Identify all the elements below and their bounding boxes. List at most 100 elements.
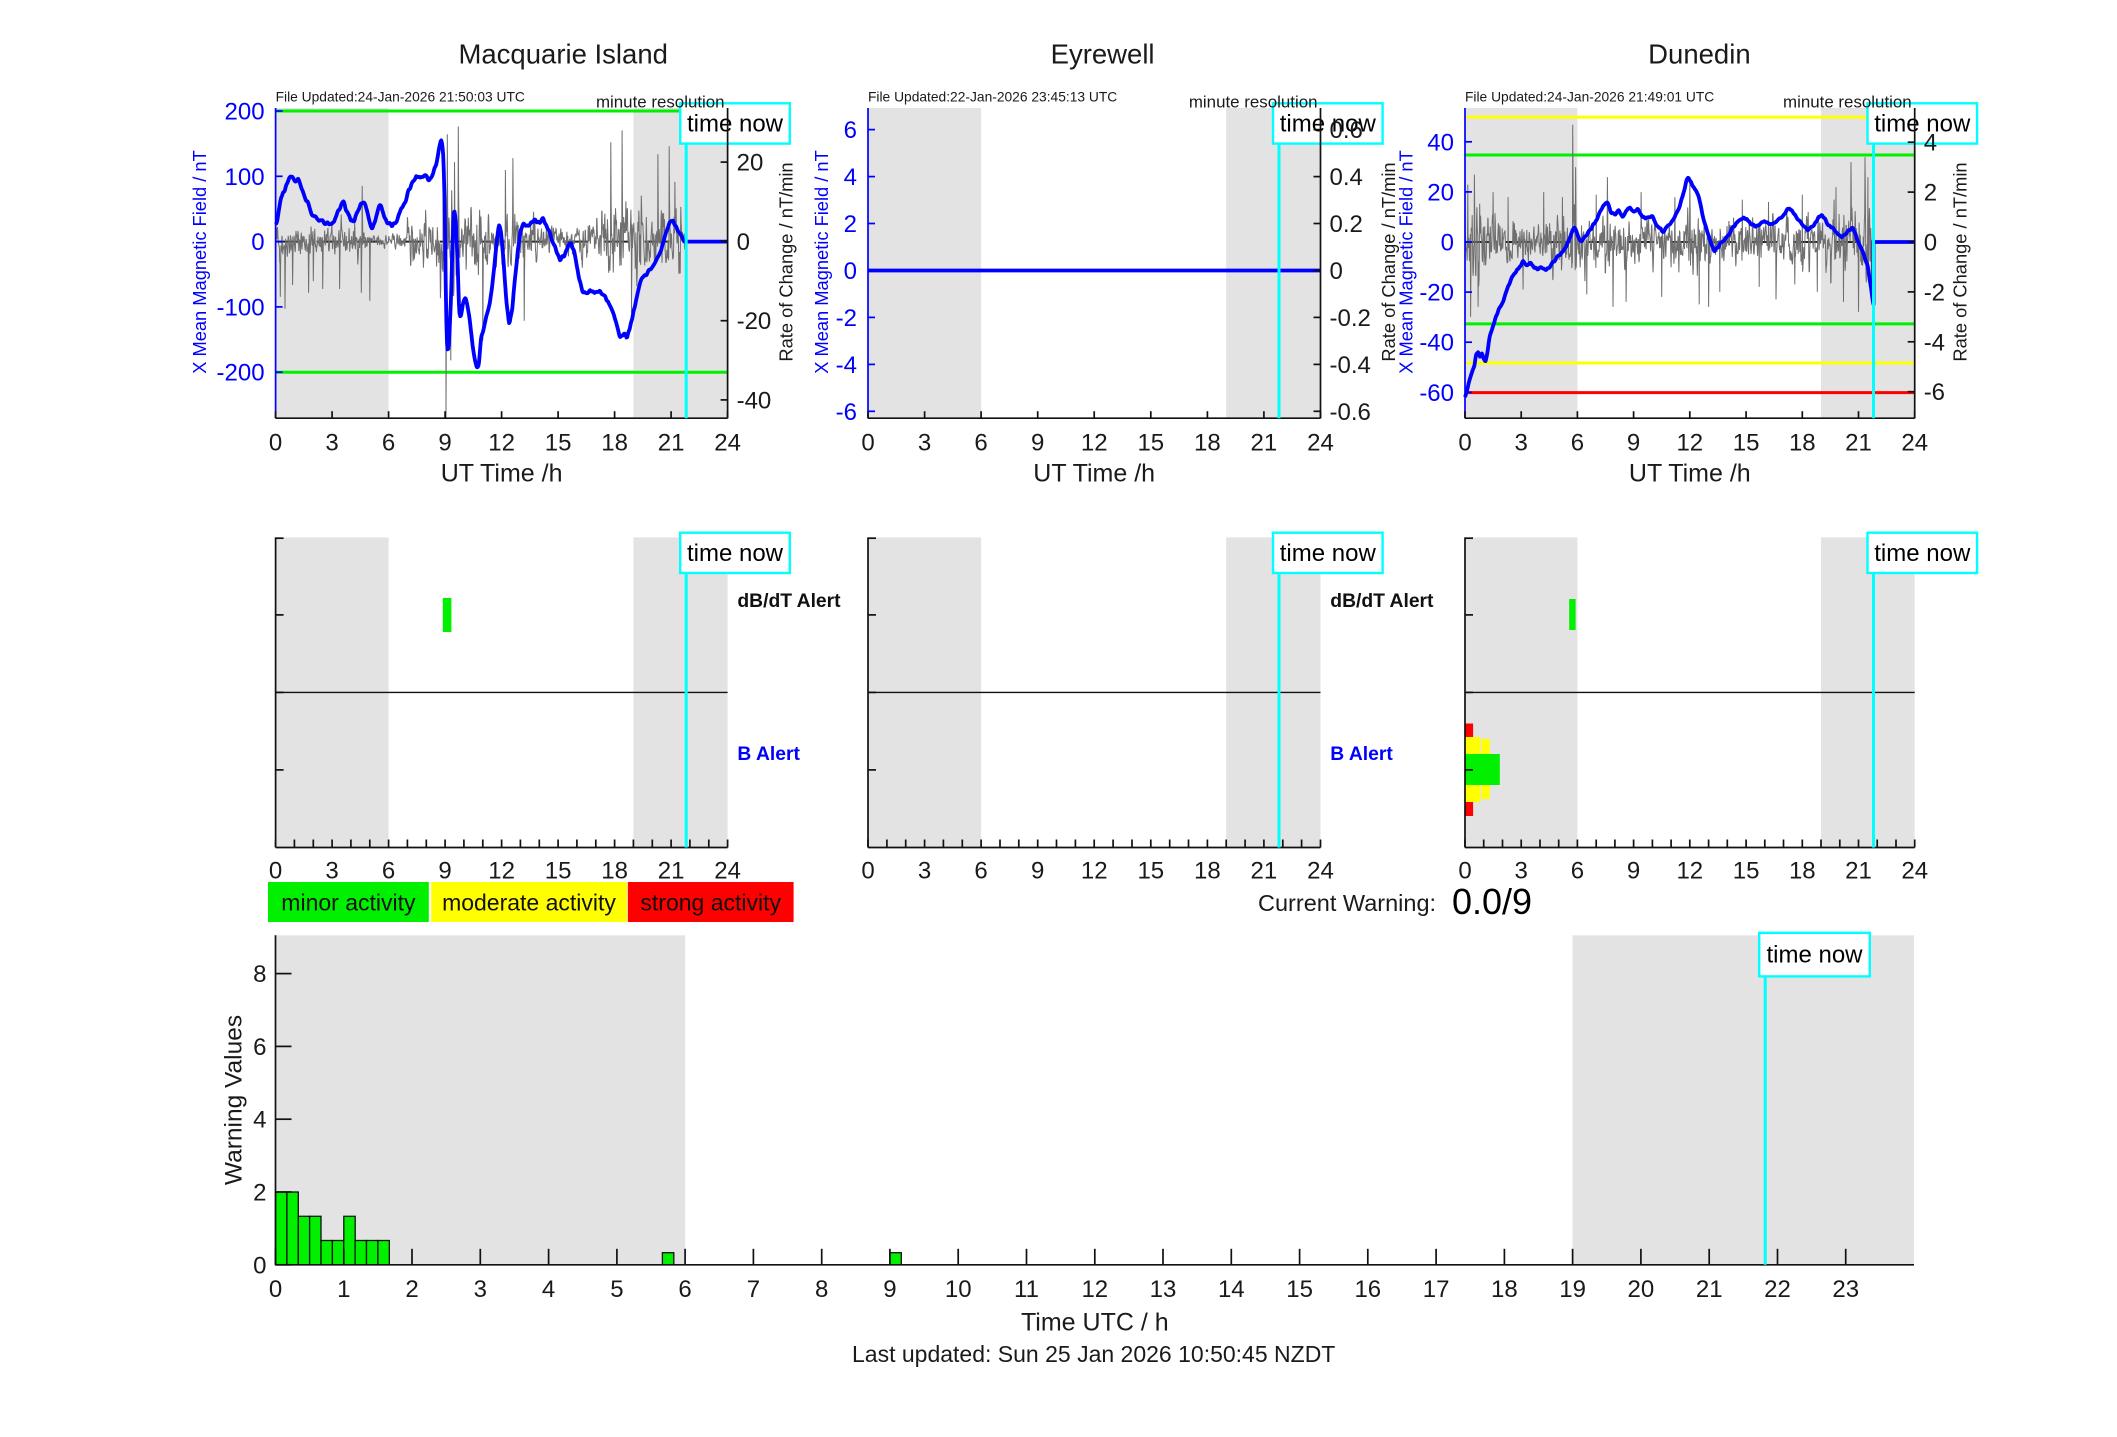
svg-text:12: 12 bbox=[1081, 858, 1108, 885]
svg-text:X Mean Magnetic Field / nT: X Mean Magnetic Field / nT bbox=[189, 150, 210, 374]
svg-text:0.6: 0.6 bbox=[1330, 117, 1363, 144]
svg-text:-2: -2 bbox=[1924, 279, 1945, 306]
svg-text:Rate of Change / nT/min: Rate of Change / nT/min bbox=[1378, 162, 1399, 361]
svg-text:0: 0 bbox=[1330, 258, 1343, 285]
svg-text:0: 0 bbox=[844, 258, 857, 285]
svg-text:6: 6 bbox=[1571, 430, 1584, 457]
svg-text:Warning Values: Warning Values bbox=[221, 1015, 248, 1185]
svg-text:File Updated:24-Jan-2026 21:49: File Updated:24-Jan-2026 21:49:01 UTC bbox=[1465, 89, 1714, 104]
svg-text:6: 6 bbox=[382, 858, 395, 885]
svg-text:15: 15 bbox=[1733, 430, 1760, 457]
svg-text:-4: -4 bbox=[1924, 329, 1945, 356]
svg-text:0: 0 bbox=[253, 1252, 266, 1279]
svg-text:24: 24 bbox=[1901, 858, 1928, 885]
svg-text:8: 8 bbox=[815, 1276, 828, 1303]
svg-text:13: 13 bbox=[1150, 1276, 1177, 1303]
svg-text:dB/dT Alert: dB/dT Alert bbox=[1330, 591, 1434, 612]
svg-text:24: 24 bbox=[1307, 430, 1334, 457]
svg-text:11: 11 bbox=[1014, 1276, 1039, 1303]
svg-text:200: 200 bbox=[225, 99, 265, 126]
svg-text:12: 12 bbox=[1676, 858, 1703, 885]
svg-text:Macquarie Island: Macquarie Island bbox=[458, 39, 667, 70]
svg-text:18: 18 bbox=[601, 858, 628, 885]
svg-text:minor activity: minor activity bbox=[281, 890, 416, 916]
svg-text:0.0/9: 0.0/9 bbox=[1452, 881, 1532, 922]
svg-text:2: 2 bbox=[1924, 180, 1937, 207]
svg-text:9: 9 bbox=[883, 1276, 896, 1303]
svg-text:B Alert: B Alert bbox=[737, 744, 800, 765]
svg-text:0: 0 bbox=[737, 229, 750, 256]
svg-text:4: 4 bbox=[1924, 130, 1937, 157]
svg-text:12: 12 bbox=[1081, 1276, 1108, 1303]
svg-text:2: 2 bbox=[844, 211, 857, 238]
svg-text:21: 21 bbox=[1845, 858, 1872, 885]
svg-text:strong activity: strong activity bbox=[640, 890, 781, 916]
svg-text:Rate of Change / nT/min: Rate of Change / nT/min bbox=[1950, 162, 1971, 361]
svg-text:19: 19 bbox=[1559, 1276, 1586, 1303]
svg-text:time now: time now bbox=[687, 111, 784, 138]
svg-text:21: 21 bbox=[1251, 858, 1278, 885]
svg-text:File Updated:22-Jan-2026 23:45: File Updated:22-Jan-2026 23:45:13 UTC bbox=[868, 89, 1117, 104]
svg-text:-40: -40 bbox=[737, 387, 772, 414]
svg-text:24: 24 bbox=[1307, 858, 1334, 885]
svg-text:17: 17 bbox=[1423, 1276, 1450, 1303]
svg-text:22: 22 bbox=[1764, 1276, 1791, 1303]
svg-text:-0.2: -0.2 bbox=[1330, 305, 1371, 332]
svg-text:18: 18 bbox=[1789, 858, 1816, 885]
svg-text:4: 4 bbox=[844, 164, 857, 191]
svg-text:-200: -200 bbox=[217, 360, 265, 387]
svg-text:0: 0 bbox=[269, 858, 282, 885]
svg-text:-100: -100 bbox=[217, 294, 265, 321]
svg-text:-6: -6 bbox=[836, 399, 857, 426]
svg-text:24: 24 bbox=[1901, 430, 1928, 457]
svg-text:-60: -60 bbox=[1419, 380, 1454, 407]
svg-text:0: 0 bbox=[861, 858, 874, 885]
svg-text:-2: -2 bbox=[836, 305, 857, 332]
svg-text:UT Time /h: UT Time /h bbox=[1033, 460, 1155, 488]
svg-text:0: 0 bbox=[1458, 430, 1471, 457]
svg-text:UT Time /h: UT Time /h bbox=[441, 460, 563, 488]
svg-text:12: 12 bbox=[1081, 430, 1108, 457]
svg-text:-0.6: -0.6 bbox=[1330, 399, 1371, 426]
svg-text:21: 21 bbox=[1845, 430, 1872, 457]
svg-text:Rate of Change / nT/min: Rate of Change / nT/min bbox=[775, 162, 796, 361]
svg-text:24: 24 bbox=[714, 430, 741, 457]
svg-text:Last updated: Sun 25 Jan 2026: Last updated: Sun 25 Jan 2026 10:50:45 N… bbox=[852, 1341, 1335, 1367]
svg-text:14: 14 bbox=[1218, 1276, 1245, 1303]
svg-text:21: 21 bbox=[1696, 1276, 1723, 1303]
svg-text:1: 1 bbox=[337, 1276, 350, 1303]
svg-text:minute resolution: minute resolution bbox=[1783, 93, 1912, 112]
svg-text:12: 12 bbox=[488, 858, 515, 885]
svg-text:3: 3 bbox=[1515, 430, 1528, 457]
svg-text:0: 0 bbox=[861, 430, 874, 457]
svg-text:2: 2 bbox=[405, 1276, 418, 1303]
svg-text:-20: -20 bbox=[737, 308, 772, 335]
svg-text:-6: -6 bbox=[1924, 379, 1945, 406]
svg-text:15: 15 bbox=[1733, 858, 1760, 885]
svg-text:6: 6 bbox=[382, 430, 395, 457]
svg-text:0: 0 bbox=[1441, 230, 1454, 257]
svg-text:18: 18 bbox=[1491, 1276, 1518, 1303]
svg-text:100: 100 bbox=[225, 164, 265, 191]
svg-text:9: 9 bbox=[1627, 858, 1640, 885]
svg-text:18: 18 bbox=[1194, 858, 1221, 885]
svg-text:dB/dT Alert: dB/dT Alert bbox=[737, 591, 841, 612]
svg-text:9: 9 bbox=[1031, 858, 1044, 885]
svg-text:time now: time now bbox=[1280, 111, 1377, 138]
svg-text:time now: time now bbox=[1766, 942, 1863, 969]
svg-text:0: 0 bbox=[269, 1276, 282, 1303]
svg-text:6: 6 bbox=[678, 1276, 691, 1303]
svg-text:File Updated:24-Jan-2026 21:50: File Updated:24-Jan-2026 21:50:03 UTC bbox=[276, 89, 525, 104]
svg-text:15: 15 bbox=[545, 430, 572, 457]
svg-text:9: 9 bbox=[438, 858, 451, 885]
svg-text:X Mean Magnetic Field / nT: X Mean Magnetic Field / nT bbox=[811, 150, 832, 374]
svg-text:minute resolution: minute resolution bbox=[596, 93, 725, 112]
svg-text:20: 20 bbox=[1427, 179, 1454, 206]
svg-text:8: 8 bbox=[253, 961, 266, 988]
svg-text:21: 21 bbox=[1251, 430, 1278, 457]
svg-text:Dunedin: Dunedin bbox=[1648, 39, 1750, 70]
svg-text:moderate activity: moderate activity bbox=[442, 890, 616, 916]
svg-text:-40: -40 bbox=[1419, 330, 1454, 357]
svg-text:0.4: 0.4 bbox=[1330, 164, 1363, 191]
svg-text:5: 5 bbox=[610, 1276, 623, 1303]
